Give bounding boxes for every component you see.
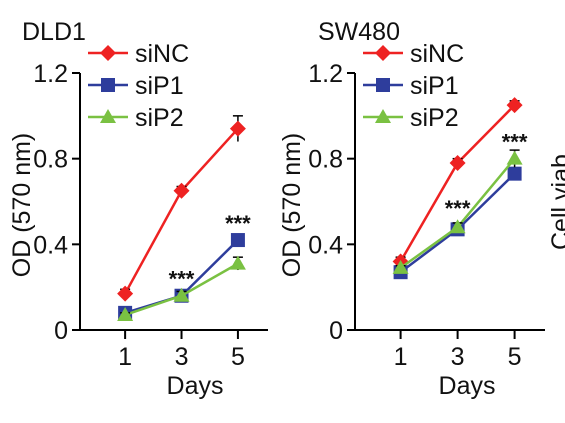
x-tick-label: 5 — [231, 343, 245, 371]
significance-label: *** — [225, 211, 251, 236]
legend-label: siNC — [135, 40, 189, 68]
y-tick-label: 0 — [54, 317, 68, 345]
legend-marker — [376, 78, 390, 92]
data-point-siP2 — [392, 259, 409, 274]
legend-label: siNC — [410, 40, 464, 68]
chart-panel-2: SW480 0 0.4 0.8 1.2 1 3 5 Days OD (570 nm) *** *** s… — [278, 18, 545, 400]
data-point-siP2 — [173, 287, 190, 302]
legend-marker — [100, 109, 116, 123]
legend-marker — [100, 45, 116, 61]
x-tick-label: 3 — [175, 343, 189, 371]
legend-marker — [101, 78, 115, 92]
significance-label: *** — [169, 267, 195, 292]
legend-item-siP2: siP2 — [88, 104, 184, 132]
x-tick-label: 3 — [451, 343, 465, 371]
y-tick-label: 0.8 — [308, 146, 343, 174]
legend-label: siP1 — [135, 72, 184, 100]
x-axis-label: Days — [167, 372, 224, 400]
significance-label: *** — [445, 196, 471, 221]
x-tick-label: 1 — [118, 343, 132, 371]
legend-item-siP1: siP1 — [88, 72, 184, 100]
legend-label: siP1 — [410, 72, 459, 100]
series-siNC — [117, 115, 246, 302]
x-axis-label: Days — [439, 372, 496, 400]
data-point-siP2 — [449, 219, 466, 234]
y-tick-label: 0.4 — [308, 231, 343, 259]
cut-off-axis-label: Cell viab — [547, 154, 565, 250]
significance-label: *** — [502, 130, 528, 155]
legend-item-siNC: siNC — [363, 40, 464, 68]
chart-title: SW480 — [318, 18, 400, 46]
legend-item-siP2: siP2 — [363, 104, 459, 132]
legend-item-siNC: siNC — [88, 40, 189, 68]
data-point-siNC — [173, 182, 190, 199]
data-point-siNC — [117, 285, 134, 302]
y-axis-label: OD (570 nm) — [278, 133, 306, 277]
series-siP2 — [117, 255, 246, 322]
data-point-siP2 — [117, 307, 134, 322]
data-point-siP2 — [506, 150, 523, 165]
legend-marker — [375, 109, 391, 123]
data-point-siNC — [506, 97, 523, 114]
x-tick-label: 1 — [394, 343, 408, 371]
legend-item-siP1: siP1 — [363, 72, 459, 100]
series-siP2 — [392, 149, 523, 274]
data-point-siP2 — [229, 255, 246, 270]
y-tick-label: 1.2 — [33, 60, 68, 88]
data-point-siP1 — [507, 166, 522, 181]
chart-title: DLD1 — [22, 18, 86, 46]
legend-label: siP2 — [410, 104, 459, 132]
data-point-siP1 — [230, 233, 245, 248]
x-tick-label: 5 — [508, 343, 522, 371]
y-tick-label: 0.8 — [33, 146, 68, 174]
legend-marker — [375, 45, 391, 61]
data-point-siNC — [229, 120, 246, 137]
y-tick-label: 1.2 — [308, 60, 343, 88]
y-tick-label: 0.4 — [33, 231, 68, 259]
y-axis-label: OD (570 nm) — [8, 133, 36, 277]
legend-label: siP2 — [135, 104, 184, 132]
y-tick-label: 0 — [329, 317, 343, 345]
data-point-siNC — [449, 154, 466, 171]
